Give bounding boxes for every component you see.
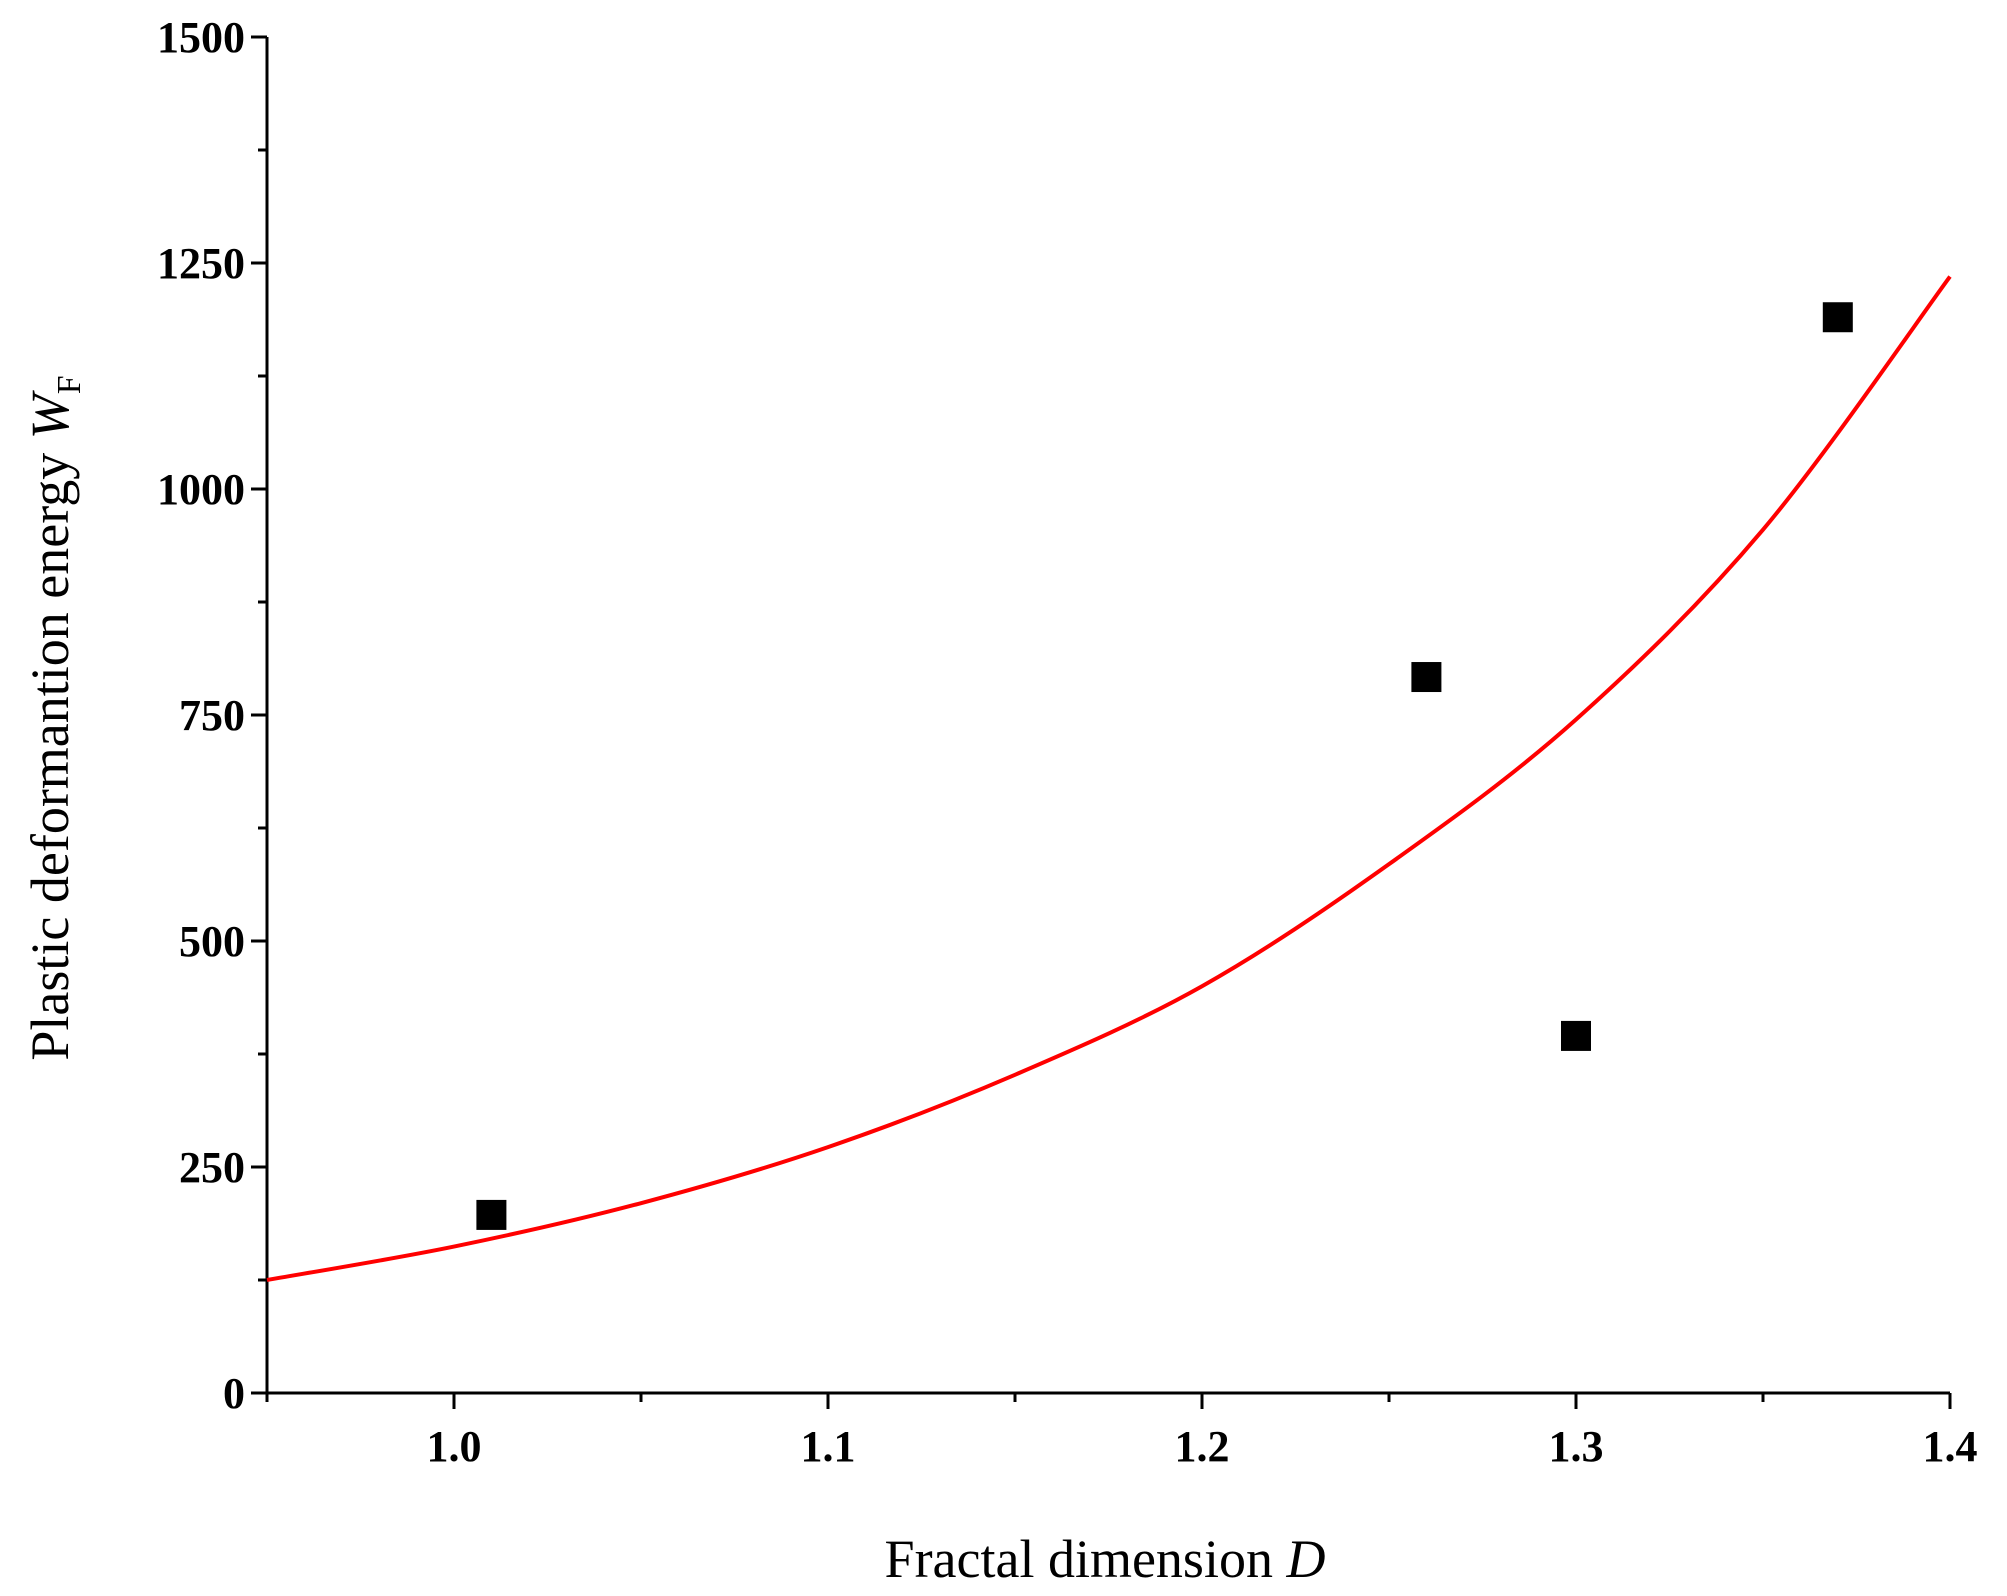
axes: 0 250 500 750 1000 1250 1500 1.0 1.1 1.2 1.3 1.4 <box>157 13 1978 1471</box>
y-tick-label: 1250 <box>157 239 245 288</box>
data-point <box>1822 302 1853 333</box>
y-axis-variable-subscript: F <box>51 375 88 394</box>
y-axis-title: Plastic deformantion energy WF <box>20 375 88 1060</box>
x-axis-title: Fractal dimension D <box>885 1529 1326 1589</box>
fit-curve-layer <box>266 275 1952 1282</box>
y-tick-label: 500 <box>179 917 245 966</box>
y-tick-label: 750 <box>179 691 245 740</box>
data-point <box>476 1199 507 1230</box>
fit-curve <box>266 275 1952 1282</box>
x-tick-label: 1.0 <box>427 1422 482 1471</box>
y-axis-title-text: Plastic deformantion energy <box>20 453 80 1061</box>
x-tick-label: 1.1 <box>801 1422 856 1471</box>
y-tick-label: 0 <box>223 1369 245 1418</box>
x-axis-title-text: Fractal dimension <box>885 1529 1273 1589</box>
x-tick-label: 1.3 <box>1549 1422 1604 1471</box>
y-axis-variable: W <box>20 389 80 439</box>
data-point <box>1561 1020 1591 1051</box>
y-tick-label: 1000 <box>157 465 245 514</box>
y-tick-label: 250 <box>179 1143 245 1192</box>
x-tick-label: 1.4 <box>1923 1422 1978 1471</box>
x-tick-label: 1.2 <box>1175 1422 1230 1471</box>
x-axis-variable: D <box>1285 1529 1325 1589</box>
data-points-layer <box>476 302 1853 1230</box>
data-point <box>1411 662 1442 693</box>
y-tick-label: 1500 <box>157 13 245 62</box>
